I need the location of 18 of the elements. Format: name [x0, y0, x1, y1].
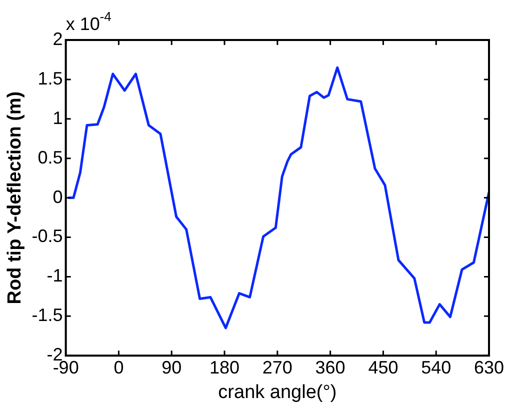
y-tick-label: 1.5 [38, 68, 63, 88]
x-tick-label: 630 [474, 357, 504, 378]
x-tick-label: 360 [315, 357, 346, 378]
y-tick-label: -1 [46, 266, 63, 286]
y-tick-label: 0.5 [38, 147, 63, 168]
x-tick-label: 180 [209, 357, 240, 378]
x-tick-label: 90 [162, 357, 182, 378]
x-tick-label: 0 [114, 357, 124, 378]
y-tick-label: 2 [52, 28, 63, 49]
y-axis-title: Rod tip Y-deflection (m) [4, 91, 26, 304]
x-tick-label: 270 [262, 357, 292, 378]
y-tick-label: 1 [52, 108, 63, 128]
y-tick-label: -0.5 [32, 226, 63, 246]
x-axis-title: crank angle(°) [218, 382, 337, 403]
x-tick-label: 540 [421, 357, 452, 378]
y-tick-label: 0 [52, 186, 63, 207]
y-tick-label: -1.5 [32, 305, 63, 326]
x-tick-label: 450 [368, 357, 398, 378]
